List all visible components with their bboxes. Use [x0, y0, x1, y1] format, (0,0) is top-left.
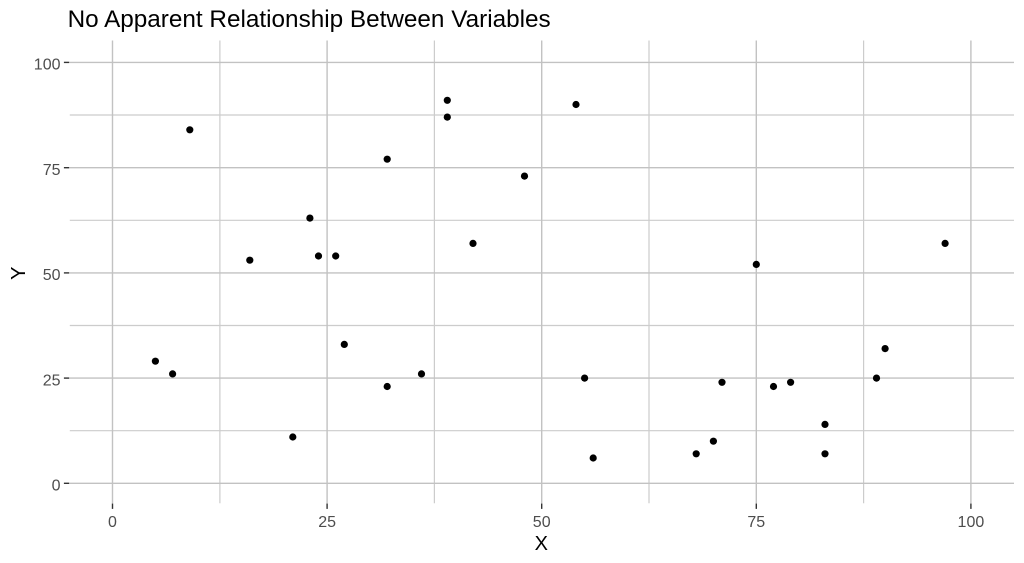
- svg-text:25: 25: [43, 372, 61, 389]
- svg-text:75: 75: [747, 514, 765, 531]
- svg-text:100: 100: [958, 514, 985, 531]
- svg-text:50: 50: [43, 267, 61, 284]
- svg-text:X: X: [535, 533, 548, 555]
- svg-text:100: 100: [34, 57, 61, 74]
- svg-text:No Apparent Relationship Betwe: No Apparent Relationship Between Variabl…: [68, 6, 551, 33]
- svg-text:0: 0: [52, 478, 61, 495]
- svg-text:75: 75: [43, 162, 61, 179]
- svg-text:50: 50: [533, 514, 551, 531]
- svg-text:Y: Y: [8, 267, 30, 280]
- svg-text:25: 25: [318, 514, 336, 531]
- svg-text:0: 0: [108, 514, 117, 531]
